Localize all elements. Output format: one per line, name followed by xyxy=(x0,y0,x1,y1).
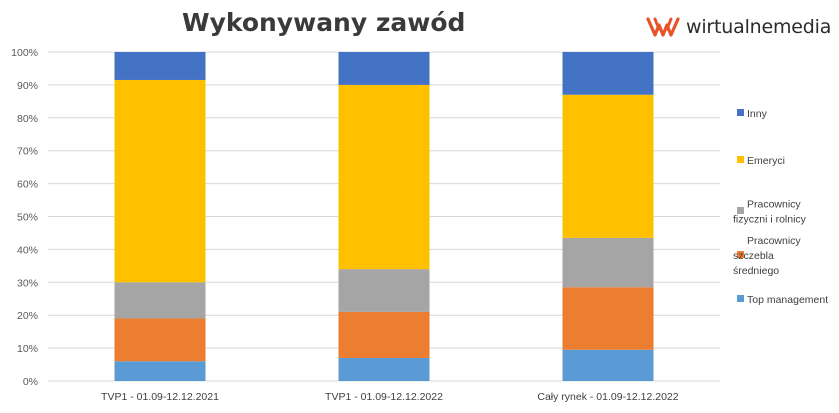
bar-segment xyxy=(338,269,430,312)
y-tick-label: 20% xyxy=(17,310,38,322)
y-tick-label: 50% xyxy=(17,212,38,224)
legend-label: Pracownicy szczebla średniego xyxy=(733,235,801,277)
wirtualnemedia-logo-icon xyxy=(646,17,680,37)
logo-text: wirtualnemedia xyxy=(686,16,832,38)
y-tick-label: 60% xyxy=(17,179,38,191)
y-tick-label: 30% xyxy=(17,277,38,289)
y-tick-label: 70% xyxy=(17,146,38,158)
legend-label: Pracownicy fizyczni i rolnicy xyxy=(733,199,807,226)
bar-segment xyxy=(338,84,430,270)
bar-segment xyxy=(114,52,206,80)
bar-segment xyxy=(338,52,430,85)
legend-swatch xyxy=(737,207,744,214)
bar-segment xyxy=(338,311,430,358)
legend-label: Top management xyxy=(747,294,828,306)
y-tick-label: 90% xyxy=(17,80,38,92)
bar-segment xyxy=(562,52,654,95)
bar-segment xyxy=(114,282,206,319)
bar-segment xyxy=(562,349,654,381)
legend-swatch xyxy=(737,156,744,163)
legend-swatch xyxy=(737,295,744,302)
bar-segment xyxy=(114,79,206,283)
x-category-label: TVP1 - 01.09-12.12.2022 xyxy=(325,391,443,403)
bar-segment xyxy=(114,318,206,362)
y-tick-label: 40% xyxy=(17,244,38,256)
legend-swatch xyxy=(737,251,744,258)
bar-segment xyxy=(562,287,654,350)
wirtualnemedia-logo: wirtualnemedia xyxy=(646,14,831,40)
bar-segment xyxy=(338,357,430,381)
legend-label: Inny xyxy=(747,108,768,120)
x-category-label: TVP1 - 01.09-12.12.2021 xyxy=(101,391,219,403)
chart-title: Wykonywany zawód xyxy=(182,8,466,37)
y-tick-label: 100% xyxy=(11,47,38,59)
bar-segment xyxy=(114,361,206,381)
bar-segment xyxy=(562,237,654,288)
y-tick-label: 80% xyxy=(17,113,38,125)
x-category-label: Cały rynek - 01.09-12.12.2022 xyxy=(537,391,678,403)
legend-label: Emeryci xyxy=(747,155,785,167)
bar-segment xyxy=(562,94,654,238)
y-tick-label: 10% xyxy=(17,343,38,355)
legend-swatch xyxy=(737,109,744,116)
y-tick-label: 0% xyxy=(23,376,38,388)
